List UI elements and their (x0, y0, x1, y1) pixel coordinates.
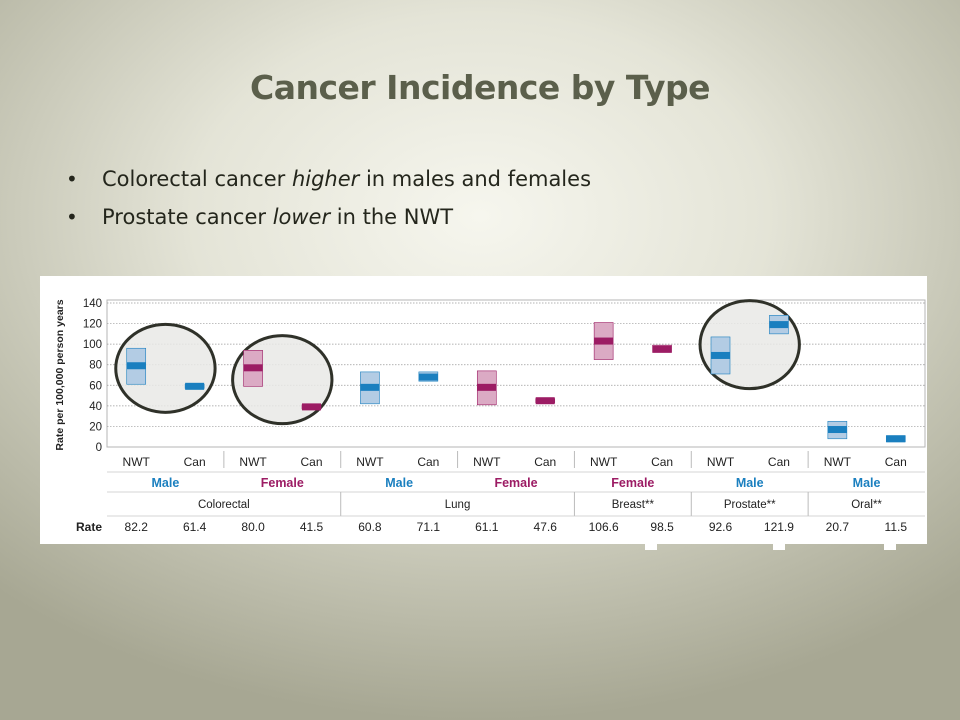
rate-value-label: 82.2 (125, 520, 149, 534)
sex-group-label: Female (494, 476, 537, 490)
x-tick-label: Can (651, 455, 673, 469)
bullet-list: • Colorectal cancer higher in males and f… (66, 160, 591, 236)
chart-image: 0 20 40 60 80 100 120 140 Rate per 100,000 perso… (40, 276, 927, 544)
sex-group-label: Male (385, 476, 413, 490)
rate-value-label: 121.9 (764, 520, 794, 534)
sex-group-label: Male (853, 476, 881, 490)
rate-value-label: 60.8 (358, 520, 382, 534)
x-tick-label: Can (768, 455, 790, 469)
x-tick-label: Can (184, 455, 206, 469)
y-tick-label: 60 (89, 380, 102, 392)
site-group-label: Prostate** (724, 499, 776, 511)
rate-value-label: 80.0 (241, 520, 265, 534)
rate-marker (535, 397, 555, 405)
plot-area (106, 299, 926, 448)
y-tick-label: 40 (89, 401, 102, 413)
chart-edge-mark (884, 544, 896, 550)
rate-marker (477, 383, 497, 391)
bullet-item: • Colorectal cancer higher in males and f… (66, 160, 591, 198)
rate-marker (185, 382, 205, 390)
x-tick-label: NWT (239, 455, 267, 469)
rate-value-label: 61.1 (475, 520, 499, 534)
sex-group-label: Male (152, 476, 180, 490)
sex-group-label: Male (736, 476, 764, 490)
sex-group-label: Female (611, 476, 654, 490)
rate-value-label: 92.6 (709, 520, 733, 534)
chart-edge-mark (773, 544, 785, 550)
x-tick-label: Can (417, 455, 439, 469)
x-tick-label: Can (885, 455, 907, 469)
rate-row-label: Rate (76, 520, 102, 534)
y-tick-label: 80 (89, 360, 102, 372)
y-tick-label: 100 (83, 339, 102, 351)
y-tick-label: 120 (83, 319, 102, 331)
rate-marker (711, 351, 730, 359)
rate-marker (126, 362, 146, 370)
rate-value-label: 41.5 (300, 520, 324, 534)
highlight-circle (114, 322, 217, 414)
rate-value-label: 47.6 (534, 520, 558, 534)
rate-value-label: 106.6 (589, 520, 619, 534)
bullet-text: in the NWT (330, 205, 454, 229)
chart-edge-mark (645, 544, 657, 550)
bullet-item: • Prostate cancer lower in the NWT (66, 198, 591, 236)
x-tick-label: NWT (707, 455, 735, 469)
y-axis-label: Rate per 100,000 person years (54, 299, 66, 450)
site-group-label: Colorectal (198, 499, 250, 511)
rate-value-label: 61.4 (183, 520, 207, 534)
site-group-label: Oral** (851, 499, 882, 511)
site-group-label: Breast** (612, 499, 655, 511)
rate-value-label: 20.7 (826, 520, 850, 534)
slide-title: Cancer Incidence by Type (250, 68, 711, 107)
x-tick-label: NWT (473, 455, 501, 469)
y-tick-label: 0 (96, 442, 102, 454)
x-tick-label: Can (534, 455, 556, 469)
site-group-label: Lung (445, 499, 471, 511)
rate-marker (302, 403, 321, 411)
cancer-incidence-chart: 0 20 40 60 80 100 120 140 Rate per 100,000 perso… (54, 298, 926, 534)
rate-marker (769, 321, 789, 329)
rate-value-label: 71.1 (417, 520, 441, 534)
bullet-dot: • (66, 205, 78, 229)
y-tick-label: 20 (89, 421, 102, 433)
rate-marker (594, 337, 614, 345)
bullet-text: Prostate cancer (102, 205, 273, 229)
rate-value-label: 11.5 (885, 520, 908, 534)
rate-marker (418, 373, 438, 381)
rate-marker (827, 426, 847, 434)
x-tick-label: NWT (590, 455, 618, 469)
bullet-text: Colorectal cancer (102, 167, 292, 191)
sex-group-label: Female (261, 476, 304, 490)
y-tick-label: 140 (83, 298, 102, 310)
rate-marker (652, 345, 672, 353)
bullet-emphasis: lower (272, 205, 331, 229)
x-tick-label: Can (300, 455, 322, 469)
x-tick-label: NWT (123, 455, 151, 469)
rate-marker (243, 364, 263, 372)
rate-marker (886, 435, 906, 443)
rate-marker (360, 383, 380, 391)
bullet-emphasis: higher (291, 167, 360, 191)
x-tick-label: NWT (356, 455, 384, 469)
bullet-dot: • (66, 167, 78, 191)
x-tick-label: NWT (824, 455, 852, 469)
rate-value-label: 98.5 (650, 520, 674, 534)
bullet-text: in males and females (359, 167, 592, 191)
